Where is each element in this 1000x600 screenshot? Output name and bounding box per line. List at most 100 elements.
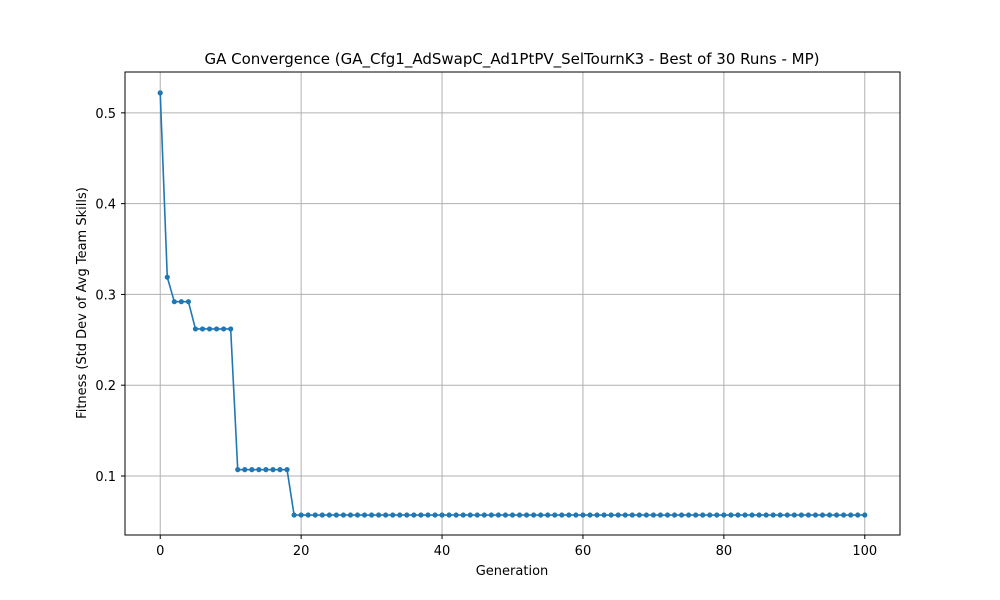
fitness-data-point [552, 512, 558, 518]
fitness-data-point [249, 467, 255, 473]
fitness-data-point [305, 512, 311, 518]
fitness-data-point [397, 512, 403, 518]
fitness-data-point [164, 274, 170, 280]
x-tick-label: 100 [852, 544, 877, 559]
fitness-data-point [784, 512, 790, 518]
fitness-data-point [354, 512, 361, 518]
fitness-data-point [833, 512, 840, 518]
fitness-data-point [700, 512, 706, 518]
fitness-data-point [263, 467, 269, 473]
y-tick-label: 0.5 [95, 107, 116, 122]
fitness-data-point [213, 326, 220, 332]
fitness-data-point [608, 512, 614, 518]
fitness-data-point [636, 512, 642, 518]
fitness-data-point [319, 512, 325, 518]
fitness-data-point [474, 512, 480, 518]
fitness-data-point [629, 512, 635, 518]
y-axis-label: Fitness (Std Dev of Avg Team Skills) [75, 187, 90, 419]
chart-title: GA Convergence (GA_Cfg1_AdSwapC_Ad1PtPV_… [204, 50, 819, 69]
fitness-data-point [664, 512, 671, 518]
fitness-data-point [481, 512, 487, 518]
fitness-data-point [580, 512, 586, 518]
x-tick-label: 60 [575, 544, 592, 559]
fitness-data-point [178, 299, 184, 305]
fitness-data-point [742, 512, 748, 518]
fitness-data-point [559, 512, 565, 518]
fitness-data-point [678, 512, 685, 518]
fitness-data-point [326, 512, 332, 518]
fitness-data-point [728, 512, 734, 518]
fitness-data-point [777, 512, 783, 518]
fitness-data-point [805, 512, 812, 518]
fitness-data-point [432, 512, 438, 518]
fitness-data-point [841, 512, 847, 518]
fitness-data-point [714, 512, 720, 518]
fitness-data-point [531, 512, 537, 518]
fitness-data-point [298, 512, 304, 518]
fitness-data-point [425, 512, 431, 518]
fitness-data-point [192, 326, 199, 332]
fitness-data-point [812, 512, 819, 518]
fitness-data-point [573, 512, 579, 518]
tick-marks [121, 112, 866, 539]
fitness-data-point [826, 512, 833, 518]
fitness-data-point [446, 512, 452, 518]
fitness-data-point [270, 467, 276, 473]
fitness-data-point [411, 512, 417, 518]
fitness-data-point [277, 467, 283, 473]
fitness-data-point [622, 512, 628, 518]
fitness-data-point [439, 512, 445, 518]
grid-lines [125, 72, 900, 535]
fitness-data-point [383, 512, 389, 518]
fitness-data-point [686, 512, 692, 518]
fitness-data-point [242, 467, 248, 473]
fitness-data-point [862, 512, 868, 518]
x-tick-label: 40 [434, 544, 451, 559]
fitness-data-point [545, 512, 551, 518]
fitness-data-point [615, 512, 621, 518]
fitness-data-point [361, 512, 368, 518]
fitness-data-point [671, 512, 678, 518]
fitness-data-point [523, 512, 530, 518]
y-tick-label: 0.1 [95, 470, 116, 485]
fitness-data-point [770, 512, 776, 518]
fitness-data-point [749, 512, 755, 518]
fitness-data-point [157, 90, 163, 96]
fitness-data-point [460, 512, 466, 518]
fitness-data-point [488, 512, 494, 518]
fitness-data-point [284, 467, 290, 473]
fitness-data-point [798, 512, 804, 518]
fitness-data-point [291, 512, 297, 518]
fitness-data-point [347, 512, 354, 518]
fitness-data-point [566, 512, 572, 518]
fitness-data-point [404, 512, 410, 518]
x-tick-label: 0 [156, 544, 164, 559]
fitness-data-point [418, 512, 424, 518]
fitness-data-point [848, 512, 854, 518]
fitness-data-point [707, 512, 713, 518]
fitness-data-point [206, 326, 213, 332]
fitness-data-point [467, 512, 473, 518]
fitness-data-point [855, 512, 861, 518]
fitness-data-point [368, 512, 375, 518]
fitness-data-point [538, 512, 544, 518]
fitness-data-point [650, 512, 657, 518]
fitness-data-point [594, 512, 600, 518]
fitness-data-point [340, 512, 347, 518]
fitness-data-point [791, 512, 797, 518]
fitness-data-point [721, 512, 727, 518]
x-axis-label: Generation [476, 564, 549, 579]
fitness-data-point [819, 512, 826, 518]
tick-labels: 0 20 40 60 80 100 0.1 0.2 0.3 0.4 0.5 [95, 107, 877, 559]
fitness-data-point [601, 512, 607, 518]
y-tick-label: 0.2 [95, 379, 116, 394]
fitness-data-point [221, 326, 227, 332]
y-tick-label: 0.3 [95, 288, 116, 303]
fitness-data-point [763, 512, 769, 518]
fitness-data-point [509, 512, 516, 518]
fitness-data-point [657, 512, 664, 518]
plot-frame [124, 71, 901, 536]
fitness-data-point [516, 512, 523, 518]
